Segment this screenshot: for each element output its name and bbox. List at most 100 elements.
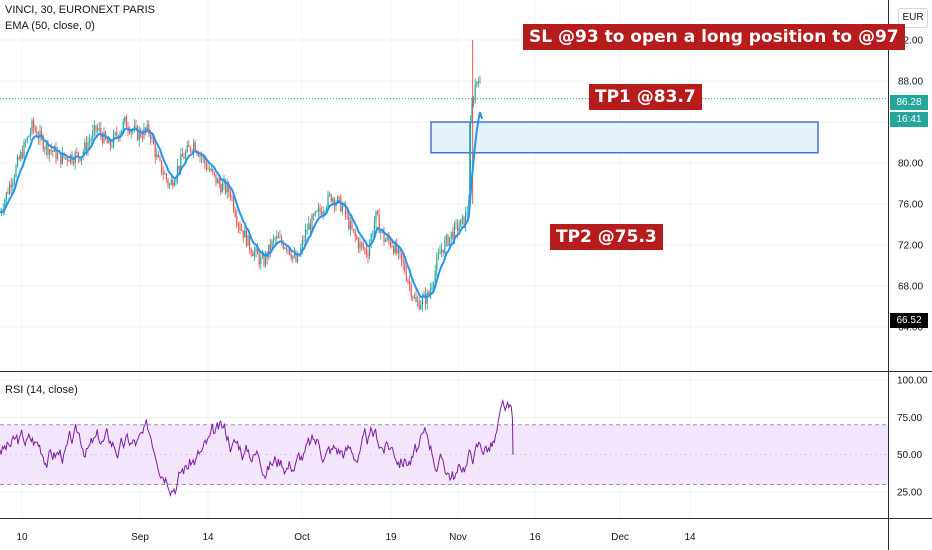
candle-body bbox=[471, 103, 473, 123]
candle-body bbox=[85, 142, 87, 152]
candle-body bbox=[33, 120, 35, 129]
candle-body bbox=[205, 163, 207, 170]
candle-body bbox=[197, 152, 199, 157]
candle-body bbox=[81, 156, 83, 161]
candle-body bbox=[319, 208, 321, 212]
candle-body bbox=[375, 210, 377, 223]
candle-body bbox=[41, 131, 43, 137]
candle-body bbox=[77, 152, 79, 158]
candle-body bbox=[231, 196, 233, 198]
ema-indicator-label[interactable]: EMA (50, close, 0) bbox=[5, 20, 95, 32]
candle-body bbox=[221, 183, 223, 193]
candle-body bbox=[215, 174, 217, 184]
candle-body bbox=[181, 153, 183, 158]
candle-body bbox=[325, 207, 327, 212]
candle-body bbox=[405, 272, 407, 281]
candle-body bbox=[367, 254, 369, 257]
candle-body bbox=[15, 165, 17, 177]
candle-body bbox=[129, 130, 131, 134]
candle-body bbox=[457, 223, 459, 232]
time-tick-label: 16 bbox=[529, 532, 541, 543]
candle-body bbox=[413, 296, 415, 298]
candle-body bbox=[348, 214, 350, 229]
candle-body bbox=[101, 134, 103, 143]
price-tick-label: 68.00 bbox=[898, 282, 923, 293]
candle-body bbox=[188, 145, 190, 147]
candle-body bbox=[268, 244, 270, 258]
candle-body bbox=[330, 194, 332, 202]
candle-body bbox=[210, 168, 212, 171]
candle-body bbox=[21, 151, 23, 158]
candle-body bbox=[249, 234, 251, 250]
candle-body bbox=[159, 157, 161, 161]
candle-body bbox=[279, 237, 281, 239]
candle-body bbox=[391, 246, 393, 247]
candle-body bbox=[271, 240, 273, 251]
candle-body bbox=[461, 216, 463, 220]
annotation-tp1: TP1 @83.7 bbox=[589, 84, 702, 110]
candle-body bbox=[98, 127, 100, 129]
candle-body bbox=[460, 219, 462, 227]
currency-button[interactable]: EUR bbox=[898, 8, 928, 28]
candle-body bbox=[284, 247, 286, 249]
candle-body bbox=[97, 128, 99, 131]
candle-body bbox=[95, 125, 97, 131]
candle-body bbox=[89, 140, 91, 143]
rsi-tick-label: 75.00 bbox=[897, 413, 922, 424]
candle-body bbox=[42, 136, 44, 150]
rsi-indicator-label[interactable]: RSI (14, close) bbox=[5, 384, 78, 396]
candle-body bbox=[399, 249, 401, 254]
candle-body bbox=[281, 237, 283, 243]
candle-body bbox=[258, 254, 260, 265]
candle-body bbox=[189, 146, 191, 151]
time-tick-label: 14 bbox=[684, 532, 696, 543]
candle-body bbox=[140, 130, 142, 137]
candle-body bbox=[23, 142, 25, 158]
candle-body bbox=[153, 136, 155, 145]
candle-body bbox=[57, 153, 59, 160]
candle-body bbox=[253, 251, 255, 257]
candle-body bbox=[370, 234, 372, 245]
candle-body bbox=[311, 214, 313, 230]
candle-body bbox=[477, 81, 479, 82]
candle-body bbox=[353, 229, 355, 231]
candle-body bbox=[60, 151, 62, 164]
candle-body bbox=[226, 183, 228, 193]
candle-body bbox=[207, 168, 209, 170]
candle-body bbox=[242, 230, 244, 238]
candle-body bbox=[121, 129, 123, 134]
candle-body bbox=[229, 191, 231, 197]
candle-body bbox=[338, 196, 340, 198]
candle-body bbox=[428, 292, 430, 295]
candle-body bbox=[108, 139, 110, 144]
candle-body bbox=[380, 230, 382, 233]
candle-body bbox=[389, 240, 391, 247]
candle-body bbox=[452, 231, 454, 239]
candle-body bbox=[164, 174, 166, 175]
candle-body bbox=[255, 248, 257, 252]
candle-body bbox=[257, 248, 259, 255]
candle-body bbox=[436, 258, 438, 271]
candle-body bbox=[388, 236, 390, 241]
candle-body bbox=[289, 249, 291, 255]
candle-body bbox=[441, 249, 443, 253]
candle-body bbox=[10, 184, 12, 188]
annotation-sl: SL @93 to open a long position to @97 bbox=[523, 24, 905, 50]
candle-body bbox=[285, 247, 287, 250]
candle-body bbox=[327, 194, 329, 208]
candle-body bbox=[349, 221, 351, 229]
candle-body bbox=[135, 125, 137, 127]
candle-body bbox=[417, 301, 419, 303]
candle-body bbox=[445, 235, 447, 241]
candle-body bbox=[29, 132, 31, 136]
candle-body bbox=[125, 116, 127, 128]
candle-body bbox=[359, 242, 361, 249]
candle-body bbox=[466, 211, 468, 213]
candle-body bbox=[455, 223, 457, 225]
candle-body bbox=[453, 223, 455, 239]
candle-body bbox=[433, 283, 435, 288]
candle-body bbox=[45, 142, 47, 149]
price-tick-label: 92.00 bbox=[898, 36, 923, 47]
